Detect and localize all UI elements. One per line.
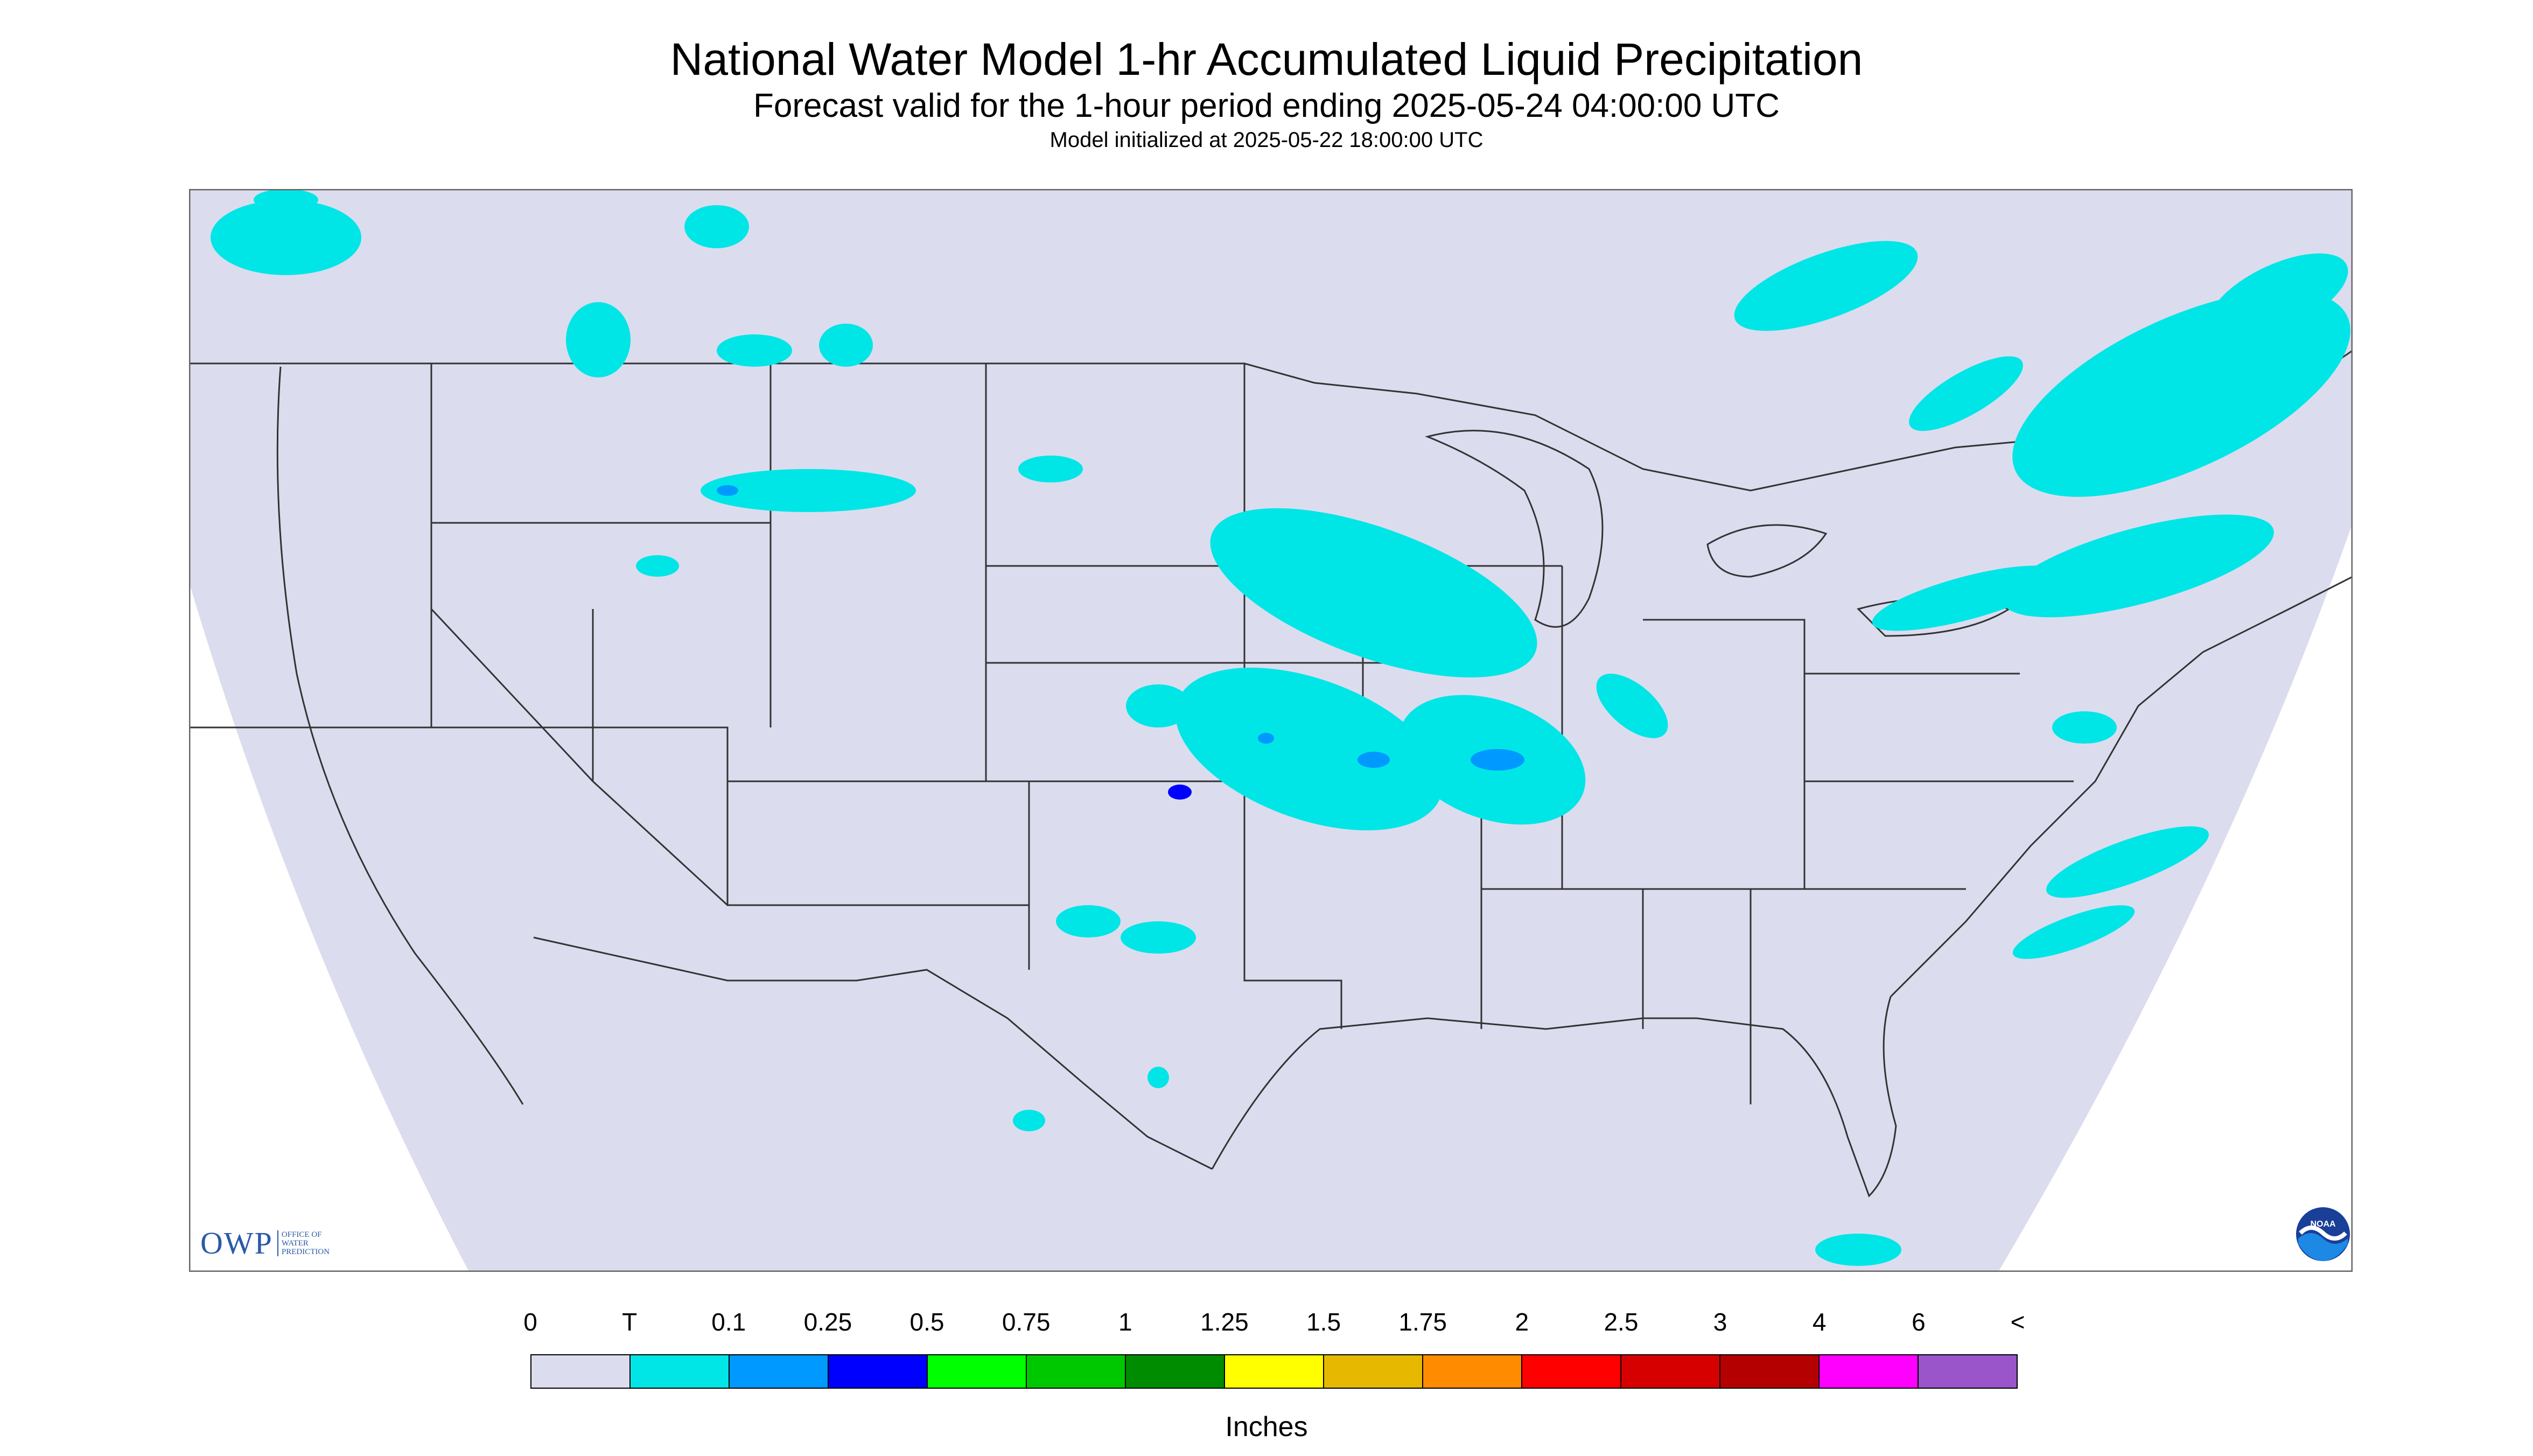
map-title: National Water Model 1-hr Accumulated Li…	[670, 34, 1863, 85]
legend-tick-label: 0.75	[1002, 1308, 1051, 1336]
legend-tick-label: 4	[1812, 1308, 1827, 1336]
precip-moderate-areas	[717, 485, 1524, 771]
precip-cell	[1734, 241, 1918, 331]
legend-tick-label: 0.1	[711, 1308, 746, 1336]
owp-logo: OWP OFFICE OF WATER PREDICTION	[200, 1225, 330, 1261]
legend-tick-label: 1.25	[1200, 1308, 1249, 1336]
legend-color-cell	[1919, 1355, 2017, 1388]
precip-cell	[1175, 667, 1443, 831]
legend-color-cell	[1621, 1355, 1720, 1388]
legend-color-cell	[1324, 1355, 1423, 1388]
legend-color-cell	[531, 1355, 631, 1388]
precip-cell	[1013, 1110, 1045, 1131]
legend-tick-label: 2	[1515, 1308, 1529, 1336]
precip-cell	[717, 334, 792, 367]
gulf-coast	[1211, 996, 1897, 1198]
precip-cell	[254, 189, 318, 211]
outside-domain-left	[189, 582, 469, 1272]
legend-color-cell	[829, 1355, 928, 1388]
legend-color-cell	[1423, 1355, 1522, 1388]
owp-sub-line: WATER	[281, 1238, 309, 1248]
legend-labels: 0 T 0.1 0.25 0.5 0.75 1 1.25 1.5 1.75 2 2.5 3 4 6 <	[0, 1307, 2533, 1345]
legend-color-cell	[1522, 1355, 1621, 1388]
noaa-logo: NOAA	[2296, 1207, 2350, 1261]
legend-color-cell	[1027, 1355, 1126, 1388]
noaa-logo-text: NOAA	[2310, 1220, 2336, 1229]
legend-tick-label: T	[622, 1308, 638, 1336]
owp-sub-line: OFFICE OF	[281, 1230, 322, 1239]
legend-color-cell	[730, 1355, 829, 1388]
precipitation-map	[189, 189, 2353, 1272]
precip-cell	[1056, 905, 1121, 937]
legend-tick-label: 1.5	[1306, 1308, 1341, 1336]
state-line-15	[1643, 619, 1806, 889]
precip-cell	[1909, 356, 2023, 431]
precip-cell	[566, 302, 631, 377]
precip-cell	[1358, 752, 1390, 768]
precip-heavy-areas	[1168, 785, 1192, 800]
legend-tick-label: 3	[1713, 1308, 1727, 1336]
legend-units: Inches	[1225, 1411, 1308, 1443]
precip-cell	[211, 200, 361, 275]
precip-cell	[1258, 733, 1274, 744]
precip-cell	[636, 555, 679, 577]
legend-tick-label: 1	[1118, 1308, 1132, 1336]
legend-tick-label: 0	[523, 1308, 537, 1336]
owp-sub-line: PREDICTION	[281, 1247, 330, 1256]
legend-color-bar	[530, 1354, 2018, 1389]
east-coast	[1890, 576, 2353, 998]
legend-tick-label: 2.5	[1604, 1308, 1639, 1336]
legend-tick-label: 1.75	[1398, 1308, 1447, 1336]
model-init-time: Model initialized at 2025-05-22 18:00:00…	[1049, 128, 1484, 152]
legend-color-cell	[928, 1355, 1027, 1388]
precip-cell	[819, 324, 873, 367]
owp-logo-text: OWP	[200, 1226, 273, 1261]
precip-cell	[2012, 905, 2135, 959]
legend-color-cell	[1820, 1355, 1919, 1388]
mexico-border	[533, 936, 1213, 1170]
west-coast	[276, 366, 524, 1105]
legend-tick-label: 6	[1912, 1308, 1926, 1336]
precip-cell	[701, 469, 916, 512]
precip-cell	[2052, 711, 2117, 744]
precip-cell	[684, 205, 749, 248]
precip-cell	[1596, 674, 1668, 738]
precip-cell	[2012, 290, 2350, 497]
great-lakes-1	[1425, 430, 1604, 628]
legend-color-cell	[1126, 1355, 1225, 1388]
legend-color-cell	[1225, 1355, 1324, 1388]
legend-tick-label: 0.5	[909, 1308, 944, 1336]
map-subtitle: Forecast valid for the 1-hour period end…	[753, 87, 1780, 124]
precip-cell	[1121, 921, 1196, 954]
precip-cell	[1147, 1067, 1169, 1088]
precip-cell	[2046, 826, 2209, 898]
precip-cell	[1872, 565, 2060, 631]
precip-cell	[2003, 514, 2274, 618]
legend-color-cell	[1720, 1355, 1820, 1388]
precip-cell	[717, 485, 738, 496]
precip-cell	[1210, 508, 1537, 678]
map-frame	[189, 189, 2353, 1272]
precip-cell	[1815, 1234, 1901, 1266]
state-line-1	[189, 726, 1158, 782]
precip-cell	[1126, 684, 1191, 727]
legend-color-cell	[631, 1355, 730, 1388]
outside-domain-right	[1998, 523, 2353, 1272]
precip-cell	[1168, 785, 1192, 800]
title-block: National Water Model 1-hr Accumulated Li…	[0, 32, 2533, 154]
precip-cell	[2208, 253, 2348, 340]
legend-tick-label: <	[2010, 1308, 2025, 1336]
precip-cell	[1018, 456, 1083, 482]
precip-cell	[1471, 749, 1524, 771]
legend-tick-label: 0.25	[803, 1308, 852, 1336]
great-lakes-2	[1706, 524, 1828, 578]
owp-logo-subtext: OFFICE OF WATER PREDICTION	[277, 1230, 330, 1256]
